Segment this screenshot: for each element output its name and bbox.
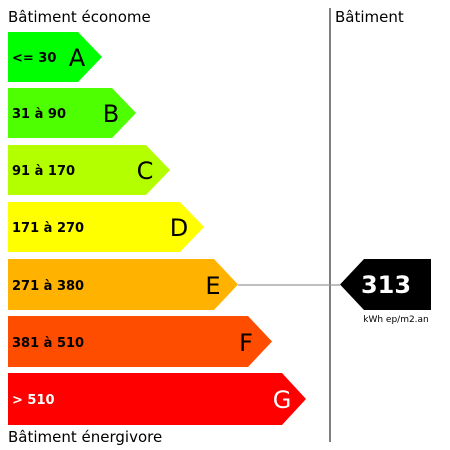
class-letter: A	[69, 44, 86, 72]
class-range: 31 à 90	[12, 107, 66, 122]
class-range: 271 à 380	[12, 279, 84, 294]
class-bar-f: 381 à 510 F	[8, 316, 272, 367]
class-letter: D	[170, 214, 188, 242]
class-arrow	[8, 259, 238, 310]
class-arrow	[8, 32, 102, 82]
class-arrow	[8, 202, 204, 252]
class-range: 381 à 510	[12, 336, 84, 351]
class-arrow	[8, 373, 306, 425]
class-arrow	[8, 88, 136, 138]
class-range: <= 30	[12, 51, 56, 66]
indicator-unit: kWh ep/m2.an	[363, 315, 429, 325]
class-arrow	[8, 316, 272, 367]
class-letter: F	[239, 329, 253, 357]
class-letter: G	[273, 386, 292, 414]
class-range: > 510	[12, 393, 55, 408]
class-bar-g: > 510 G	[8, 373, 306, 425]
class-bar-d: 171 à 270 D	[8, 202, 204, 252]
indicator-value: 313	[361, 271, 411, 299]
class-bar-e: 271 à 380 E	[8, 259, 238, 310]
class-bar-a: <= 30 A	[8, 32, 102, 82]
header-right-title: Bâtiment	[335, 8, 404, 26]
class-range: 171 à 270	[12, 221, 84, 236]
consumption-indicator: 313 kWh ep/m2.an	[340, 259, 431, 325]
class-bar-c: 91 à 170 C	[8, 145, 170, 195]
footer-left-title: Bâtiment énergivore	[8, 428, 162, 446]
class-range: 91 à 170	[12, 164, 75, 179]
class-arrow	[8, 145, 170, 195]
class-bar-b: 31 à 90 B	[8, 88, 136, 138]
indicator-arrow	[340, 259, 431, 310]
class-letter: C	[137, 157, 154, 185]
class-letter: E	[205, 272, 220, 300]
class-letter: B	[103, 100, 119, 128]
header-left-title: Bâtiment économe	[8, 8, 151, 26]
